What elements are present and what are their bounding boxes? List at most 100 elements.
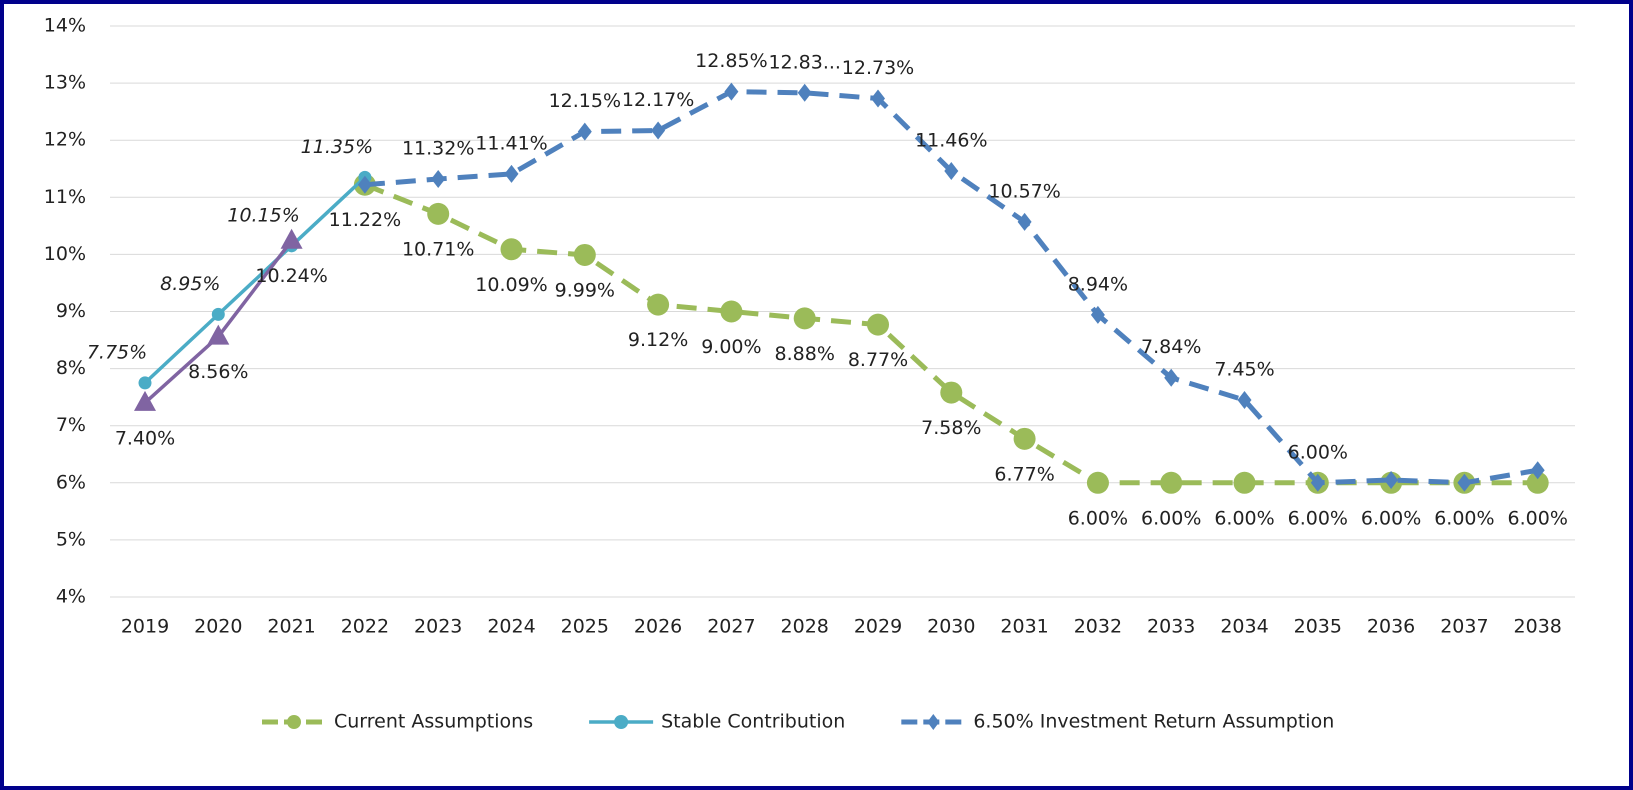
x-tick-label: 2020 <box>194 616 242 638</box>
data-label: 10.24% <box>255 265 327 287</box>
point <box>500 238 523 261</box>
point <box>1526 471 1549 494</box>
data-label: 6.00% <box>1434 507 1494 529</box>
point <box>1457 473 1472 492</box>
point <box>1160 471 1183 494</box>
series: 11.32% 11.41%12.15% 12.17%12.85% 12.83... 12… <box>357 50 1545 492</box>
x-tick-label: 2022 <box>341 616 389 638</box>
point <box>940 381 963 404</box>
point <box>504 164 519 183</box>
x-tick-label: 2032 <box>1074 616 1122 638</box>
y-tick-label: 9% <box>56 300 86 322</box>
data-label: 7.84% <box>1141 336 1201 358</box>
data-label: 10.57% <box>988 180 1060 202</box>
point <box>431 170 446 189</box>
x-tick-label: 2031 <box>1000 616 1048 638</box>
data-label: 11.22% <box>329 209 401 231</box>
point <box>357 175 372 194</box>
x-tick-label: 2029 <box>854 616 902 638</box>
y-tick-label: 6% <box>56 471 86 493</box>
x-tick-label: 2037 <box>1440 616 1488 638</box>
data-label: 6.00% <box>1288 441 1348 463</box>
point <box>1384 470 1399 489</box>
point <box>1013 427 1036 450</box>
legend-label: Stable Contribution <box>661 711 845 733</box>
y-tick-label: 11% <box>44 186 86 208</box>
data-label: 9.99% <box>555 279 615 301</box>
point <box>1086 471 1109 494</box>
data-label: 10.09% <box>475 274 547 296</box>
point <box>651 121 666 140</box>
point <box>138 376 152 390</box>
x-tick-label: 2025 <box>561 616 609 638</box>
point <box>647 293 670 316</box>
point <box>867 313 889 336</box>
point <box>1233 471 1256 494</box>
point <box>211 307 225 321</box>
data-label: 12.85% <box>695 50 767 72</box>
legend-item: Stable Contribution <box>589 711 845 733</box>
point <box>1310 473 1325 492</box>
data-label: 6.00% <box>1361 507 1421 529</box>
y-tick-label: 4% <box>56 586 86 608</box>
y-tick-label: 5% <box>56 528 86 550</box>
data-label: 11.35% <box>301 136 373 158</box>
legend-marker <box>287 715 301 729</box>
x-tick-label: 2033 <box>1147 616 1195 638</box>
x-tick-label: 2026 <box>634 616 682 638</box>
x-tick-label: 2034 <box>1220 616 1268 638</box>
series: 7.40% 8.56% 10.24% <box>115 228 328 449</box>
y-tick-label: 14% <box>44 15 86 37</box>
point <box>573 243 596 266</box>
data-label: 6.77% <box>994 463 1054 485</box>
point <box>280 228 303 249</box>
data-label: 6.00% <box>1068 507 1128 529</box>
data-label: 8.88% <box>775 343 835 365</box>
legend-marker <box>927 714 940 730</box>
data-label: 10.15% <box>227 204 299 226</box>
data-label: 7.40% <box>115 427 175 449</box>
point <box>797 83 812 102</box>
data-label: 12.15% <box>549 90 621 112</box>
point <box>134 390 156 411</box>
x-tick-label: 2036 <box>1367 616 1415 638</box>
point <box>724 82 739 101</box>
point <box>871 89 885 108</box>
data-label: 9.00% <box>701 336 761 358</box>
y-tick-label: 8% <box>56 357 86 379</box>
point <box>207 324 230 345</box>
data-label: 7.75% <box>87 341 147 363</box>
x-tick-label: 2038 <box>1514 616 1562 638</box>
x-tick-label: 2027 <box>707 616 755 638</box>
data-label: 11.32% <box>402 138 474 160</box>
data-label: 8.94% <box>1068 273 1128 295</box>
data-label: 12.73% <box>842 57 914 79</box>
data-label: 6.00% <box>1141 507 1201 529</box>
data-label: 11.46% <box>915 130 987 152</box>
x-tick-label: 2030 <box>927 616 975 638</box>
y-tick-label: 12% <box>44 129 86 151</box>
data-label: 8.95% <box>160 273 220 295</box>
data-label: 11.41% <box>475 132 547 154</box>
x-tick-label: 2021 <box>267 616 315 638</box>
legend-item: 6.50% Investment Return Assumption <box>901 711 1334 733</box>
x-tick-label: 2028 <box>781 616 829 638</box>
legend-item: Current Assumptions <box>262 711 533 733</box>
y-tick-label: 13% <box>44 72 86 94</box>
data-label: 8.77% <box>848 349 908 371</box>
x-tick-label: 2035 <box>1294 616 1342 638</box>
data-label: 7.58% <box>921 417 981 439</box>
x-tick-label: 2023 <box>414 616 462 638</box>
series: 7.75% 8.95% 10.15% 11.35% <box>87 136 373 390</box>
data-label: 7.45% <box>1214 359 1274 381</box>
y-tick-label: 7% <box>56 414 86 436</box>
point <box>1090 305 1105 324</box>
x-tick-label: 2019 <box>121 616 169 638</box>
point <box>720 300 743 323</box>
point <box>1530 461 1545 480</box>
point <box>1017 212 1032 231</box>
point <box>793 307 816 330</box>
point <box>1237 391 1252 410</box>
